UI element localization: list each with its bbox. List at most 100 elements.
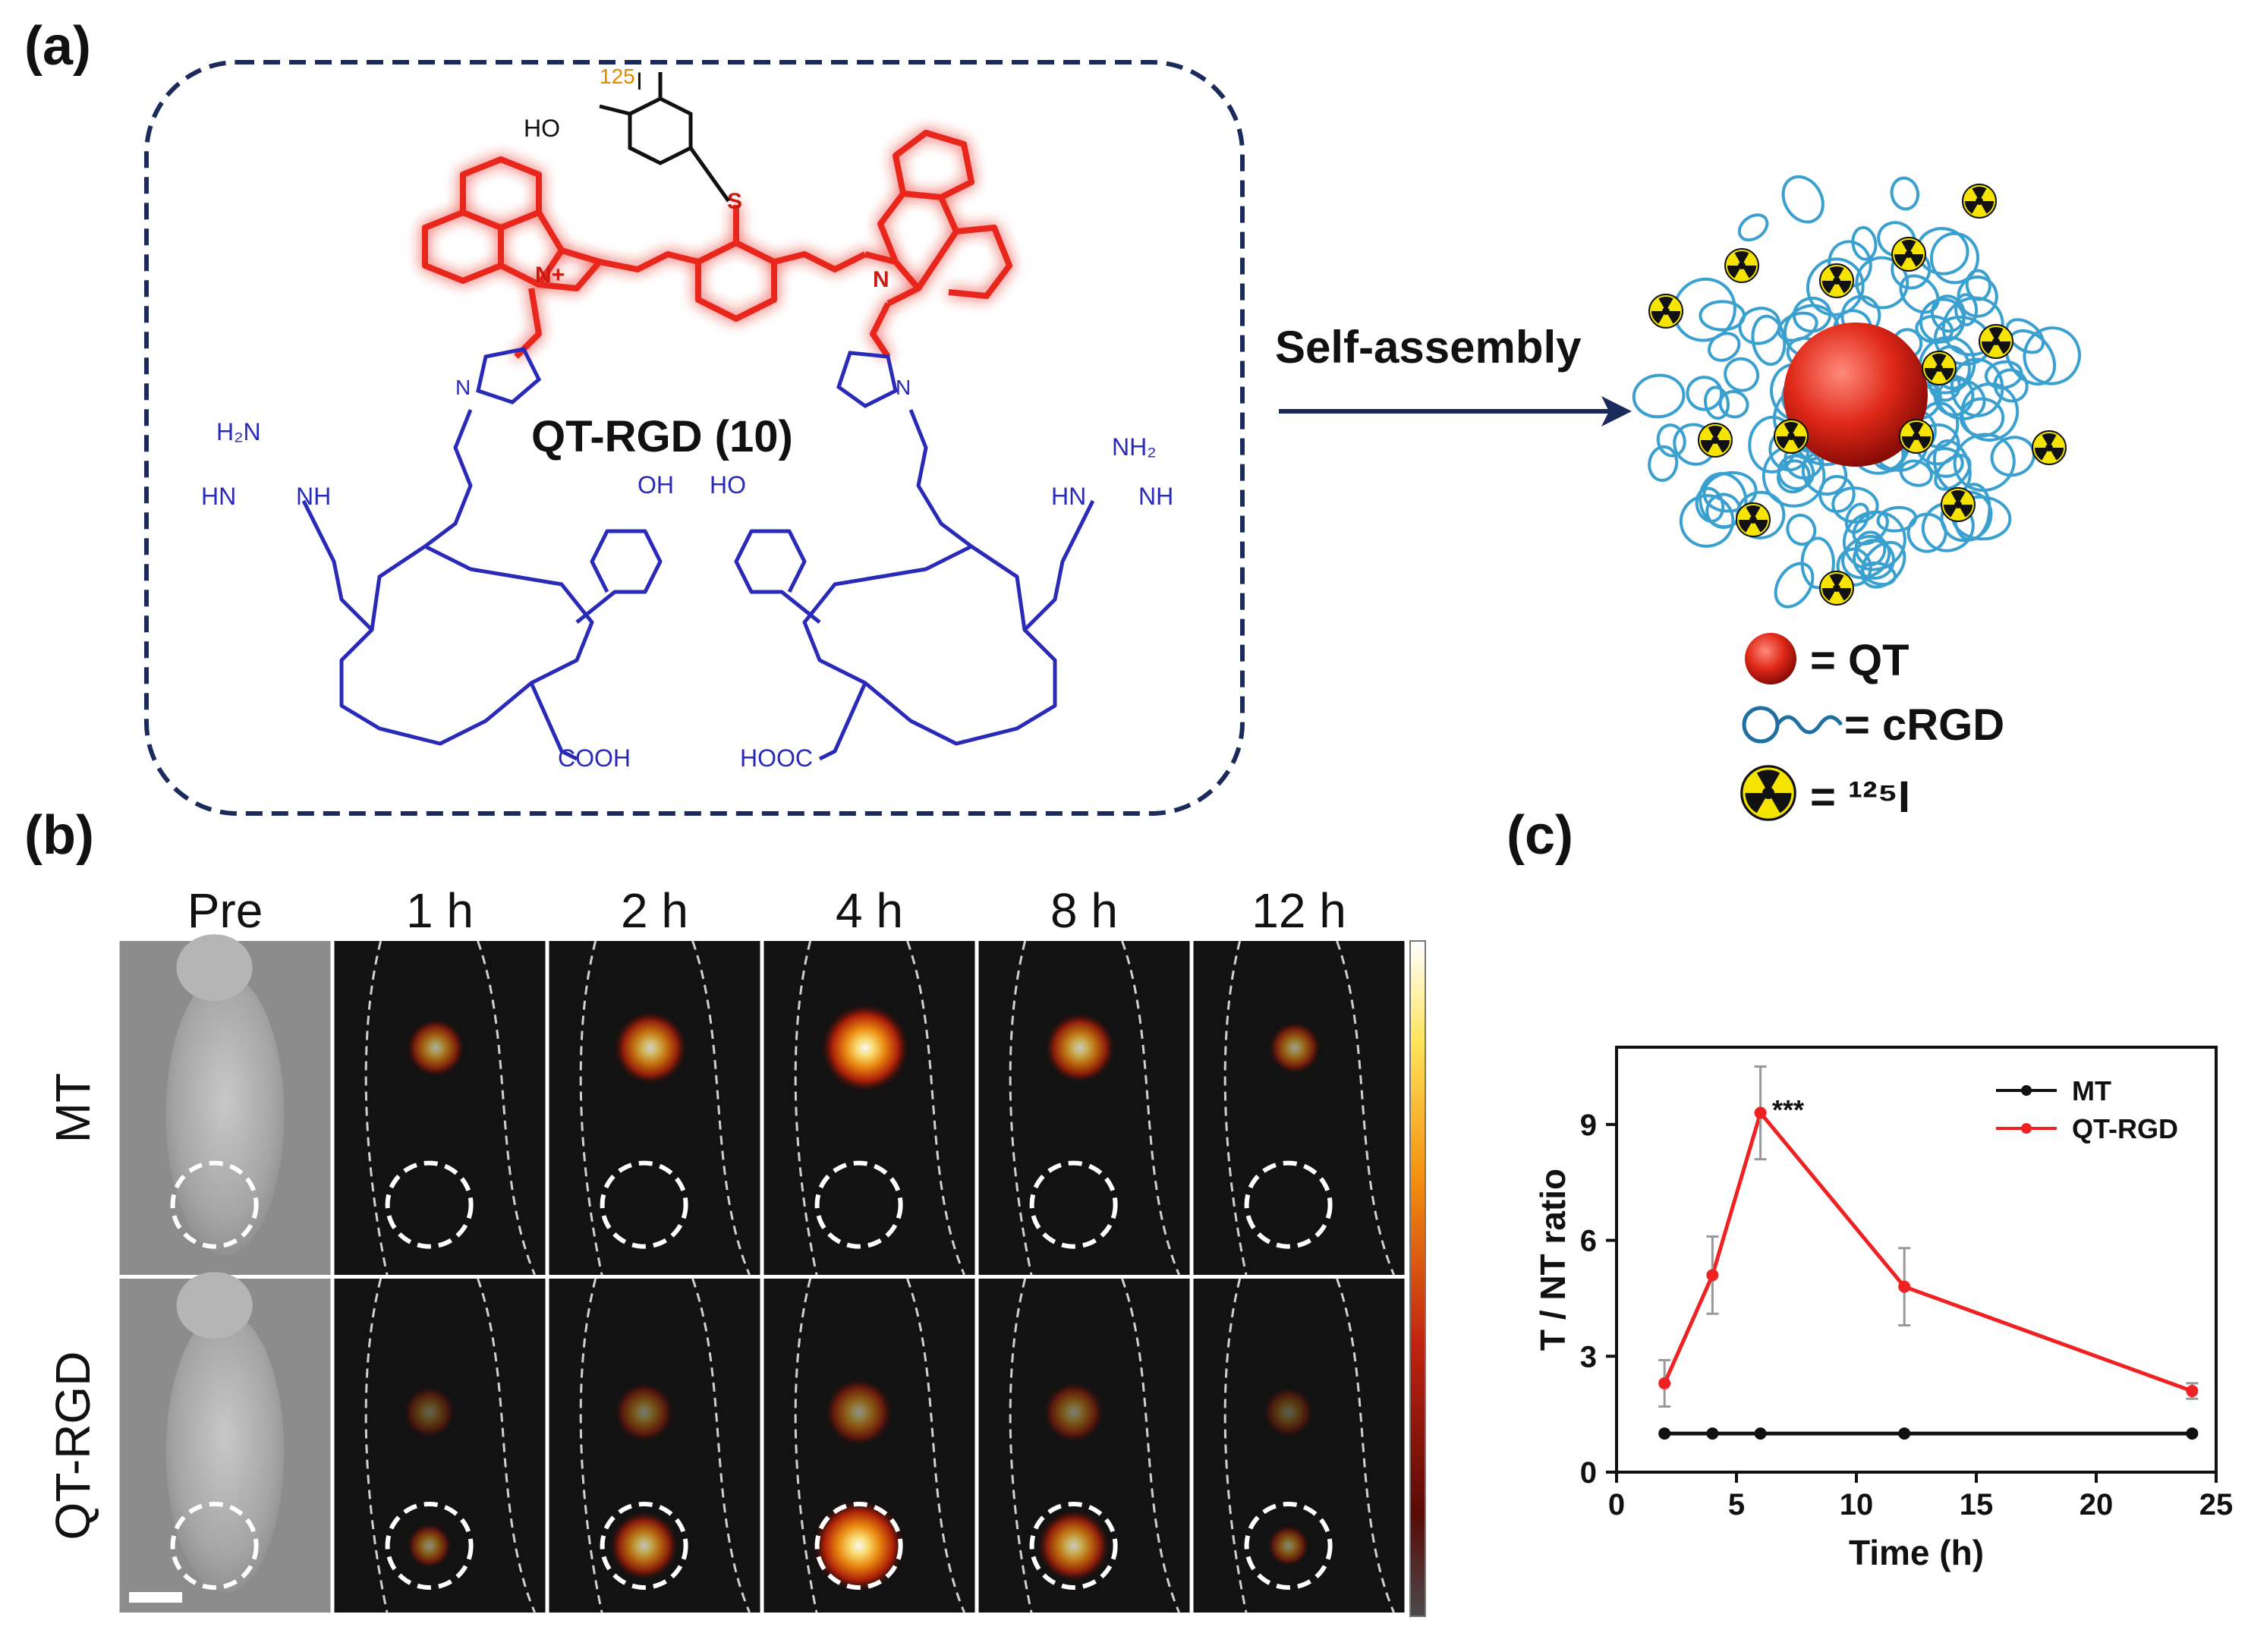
peptide-right [734,409,1095,761]
x-tick-label: 25 [2199,1488,2234,1521]
ho-label-top: HO [524,115,560,142]
mouse-body [165,1312,285,1593]
nh-label-left: NH [296,483,331,510]
data-point [1898,1280,1911,1293]
triazole-left [476,347,542,404]
coil-loop [1738,307,1781,345]
iodine-radiation-icon [1774,419,1809,454]
iodine-i-label: I [636,68,643,95]
legend-mt-text: MT [2072,1075,2111,1106]
x-tick-label: 10 [1840,1488,1874,1521]
legend-qtrgd-text: QT-RGD [2072,1113,2178,1144]
iodine-radiation-icon [1819,571,1854,606]
tumor-signal [1267,1525,1309,1566]
qt-core-sphere [1784,323,1928,467]
coil-loop [2023,326,2081,385]
coil-loop [1957,275,1998,318]
nh2-label: NH₂ [1112,433,1157,461]
body-outline [906,1278,965,1613]
h2n-label: H₂N [216,418,261,445]
body-outline [364,1278,389,1613]
body-outline [794,1278,818,1613]
body-outline [691,1278,751,1613]
iodine-radiation-icon [1724,248,1759,283]
panel-a-letter: (a) [24,16,91,77]
scale-bar [129,1592,182,1603]
self-assembly-arrow [1279,396,1632,426]
signal-hotspot [403,1386,455,1438]
body-outline [477,940,536,1276]
column-label: 1 h [406,883,474,938]
coil-loop [1851,225,1878,261]
coil-loop [1686,376,1724,411]
body-outline [1223,940,1248,1276]
hn-label-left: HN [201,483,236,510]
tumor-signal [1037,1509,1110,1582]
coil-loop [1890,176,1920,211]
coil-loop [1648,445,1679,483]
tumor-circle [385,1502,474,1590]
iodine-radiation-icon [1736,502,1771,537]
coil-loop [1954,293,1979,326]
imaging-cell [119,934,331,1275]
signal-hotspot [1044,1012,1115,1083]
coil-loop [1679,494,1735,548]
legend-radiation-icon [1740,765,1796,821]
imaging-cell [1193,940,1405,1276]
coil-loop [1993,368,2029,403]
imaging-cell [764,1278,975,1613]
x-tick-label: 0 [1608,1488,1625,1521]
fluorophore-structure [422,130,1012,359]
imaging-cell [1193,1278,1405,1613]
coil-loop [1860,540,1906,589]
coil-loop [1953,433,2016,492]
tumor-circle [170,1160,259,1249]
imaging-grid: Pre 1 h 2 h 4 h 8 h 12 h MT QT-RGD [46,883,1405,1613]
nh-label-right: NH [1138,483,1173,510]
coil-loop [1699,300,1746,332]
signal-hotspot [820,1003,909,1092]
data-point [1658,1427,1671,1440]
column-label: 8 h [1050,883,1118,938]
arrow-label: Self-assembly [1275,322,1582,373]
iodine-radiation-icon [1698,423,1733,458]
iodine-label: 125 [600,65,635,88]
imaging-cell [764,940,975,1276]
coil-loop [2005,318,2045,354]
y-axis-ticks: 0 3 6 9 [1580,1109,1617,1490]
signal-hotspot [614,1383,674,1442]
coil-loop [1774,562,1815,609]
ho-label-right: HO [710,471,746,499]
signal-hotspot [406,1018,464,1077]
coil-loop [1786,513,1817,546]
y-tick-label: 9 [1580,1109,1597,1142]
iodophenol-structure [599,72,731,203]
nanoparticle-legend: = QT = cRGD = ¹²⁵I [1740,633,2004,822]
signal-hotspot [1263,1387,1314,1437]
triazole-right [836,351,898,408]
x-axis-label: Time (h) [1849,1533,1984,1572]
imaging-cell [549,1278,760,1613]
coil-loop [1836,547,1872,587]
n-label-right: N [873,267,889,292]
body-outline [1009,940,1033,1276]
s-label: S [727,189,742,214]
oh-label-left: OH [638,471,674,499]
mouse-body [165,974,285,1255]
coil-loop [1703,385,1730,420]
y-tick-label: 0 [1580,1456,1597,1490]
tumor-circle [600,1160,688,1249]
legend-qt-text: = QT [1810,636,1910,685]
imaging-cell [549,940,760,1276]
imaging-cell [978,940,1190,1276]
body-outline [1223,1278,1248,1613]
coil-loop [1737,213,1769,242]
tumor-circle [600,1502,688,1590]
hn-label-right: HN [1051,483,1086,510]
body-outline [364,940,389,1276]
row-label: MT [46,1073,100,1143]
imaging-cell [334,940,546,1276]
tumor-circle [170,1502,259,1590]
body-outline [477,1278,536,1613]
